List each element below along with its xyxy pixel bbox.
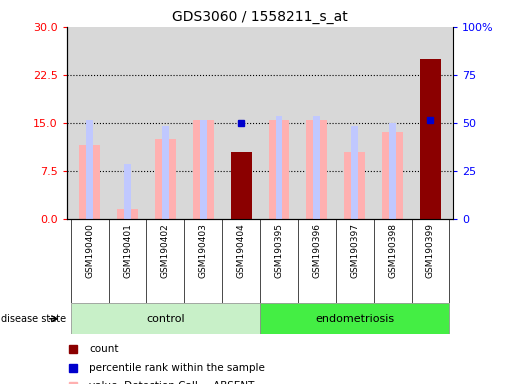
Text: GSM190402: GSM190402 — [161, 223, 170, 278]
Bar — [155, 139, 176, 219]
Text: GSM190396: GSM190396 — [313, 223, 321, 278]
Bar — [314, 116, 320, 219]
Bar — [306, 120, 328, 219]
Text: disease state: disease state — [2, 314, 66, 324]
Bar — [200, 120, 207, 219]
Bar — [345, 152, 365, 219]
Text: endometriosis: endometriosis — [315, 314, 394, 324]
Bar — [193, 120, 214, 219]
Bar — [79, 145, 100, 219]
Bar — [427, 120, 434, 219]
Bar — [124, 164, 131, 219]
Bar — [420, 59, 441, 219]
Text: GSM190401: GSM190401 — [123, 223, 132, 278]
Bar — [260, 303, 450, 334]
Text: value, Detection Call = ABSENT: value, Detection Call = ABSENT — [89, 381, 254, 384]
Text: control: control — [146, 314, 185, 324]
Bar — [420, 59, 441, 219]
Text: count: count — [89, 344, 118, 354]
Bar — [382, 132, 403, 219]
Bar — [276, 116, 282, 219]
Text: GSM190397: GSM190397 — [350, 223, 359, 278]
Bar — [71, 303, 260, 334]
Bar — [162, 126, 169, 219]
Text: GSM190404: GSM190404 — [236, 223, 246, 278]
Bar — [269, 120, 289, 219]
Text: GSM190400: GSM190400 — [85, 223, 94, 278]
Text: GSM190398: GSM190398 — [388, 223, 397, 278]
Bar — [351, 126, 358, 219]
Bar — [231, 152, 251, 219]
Bar — [117, 209, 138, 219]
Title: GDS3060 / 1558211_s_at: GDS3060 / 1558211_s_at — [172, 10, 348, 25]
Bar — [389, 123, 396, 219]
Text: GSM190403: GSM190403 — [199, 223, 208, 278]
Text: GSM190395: GSM190395 — [274, 223, 284, 278]
Bar — [87, 120, 93, 219]
Bar — [231, 152, 251, 219]
Text: percentile rank within the sample: percentile rank within the sample — [89, 363, 265, 373]
Text: GSM190399: GSM190399 — [426, 223, 435, 278]
